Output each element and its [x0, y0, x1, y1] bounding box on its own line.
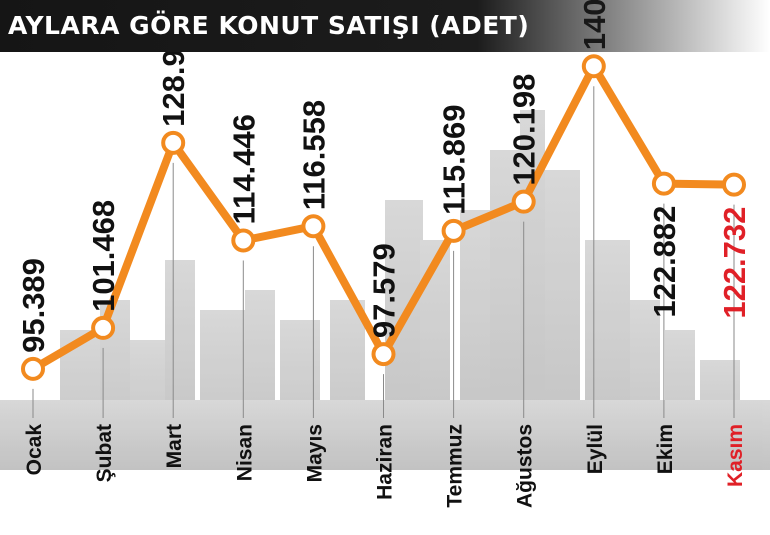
data-point-marker: [231, 228, 256, 253]
month-label: Kasım: [724, 424, 747, 487]
title-bar: AYLARA GÖRE KONUT SATIŞI (ADET): [0, 0, 770, 52]
data-point-marker: [21, 356, 45, 381]
data-point-marker: [722, 172, 746, 197]
month-label: Nisan: [233, 424, 256, 481]
data-point-marker: [441, 218, 466, 243]
value-label: 115.869: [437, 105, 472, 215]
month-label: Eylül: [584, 424, 607, 474]
value-label: 101.468: [86, 200, 121, 312]
data-markers: [21, 54, 746, 381]
month-labels: Ocak Şubat Mart Nisan Mayıs Haziran Temmuz Ağus…: [23, 424, 747, 508]
value-label: 122.732: [717, 207, 752, 319]
month-label: Ekim: [654, 424, 677, 474]
chart-title: AYLARA GÖRE KONUT SATIŞI (ADET): [8, 11, 530, 40]
data-point-marker: [581, 54, 606, 79]
data-point-marker: [651, 171, 676, 196]
month-label: Mart: [163, 424, 186, 468]
data-point-marker: [371, 342, 396, 367]
month-label: Şubat: [93, 424, 116, 482]
month-label: Temmuz: [444, 424, 467, 508]
data-point-marker: [161, 130, 186, 155]
month-label: Mayıs: [303, 424, 326, 482]
month-label: Ocak: [23, 424, 46, 476]
data-point-marker: [511, 189, 536, 214]
value-label: 116.558: [296, 100, 331, 210]
month-label: Haziran: [374, 424, 397, 500]
value-label: 120.198: [507, 74, 542, 186]
value-label: 97.579: [367, 243, 402, 338]
data-point-marker: [301, 214, 326, 239]
value-label: 114.446: [226, 114, 261, 224]
value-label: 95.389: [16, 258, 51, 353]
leader-lines: [32, 86, 735, 418]
value-label: 122.882: [647, 206, 682, 318]
data-point-marker: [91, 315, 116, 340]
month-label: Ağustos: [514, 424, 537, 508]
skyline-base: [0, 400, 770, 470]
